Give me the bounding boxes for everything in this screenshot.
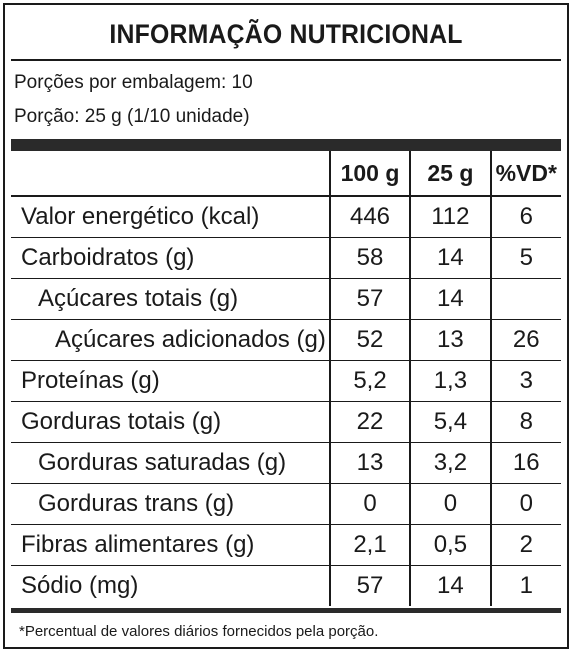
value-daily-value: 16 (489, 442, 561, 484)
footnote: *Percentual de valores diários fornecido… (19, 623, 379, 640)
header-daily-value: %VD* (489, 151, 561, 196)
table-row: Açúcares totais (g) 57 14 (11, 278, 561, 320)
value-per-100g: 57 (328, 278, 411, 320)
table-row: Gorduras saturadas (g) 13 3,2 16 (11, 442, 561, 484)
table-row: Proteínas (g) 5,2 1,3 3 (11, 360, 561, 402)
value-per-serving: 13 (409, 319, 491, 361)
value-daily-value (489, 278, 561, 320)
value-per-100g: 0 (328, 483, 411, 525)
servings-per-package: Porções por embalagem: 10 (14, 72, 253, 93)
value-per-serving: 3,2 (409, 442, 491, 484)
value-daily-value: 1 (489, 565, 561, 606)
value-per-100g: 5,2 (328, 360, 411, 402)
nutrient-name: Fibras alimentares (g) (21, 531, 255, 558)
header-nutrient (11, 151, 330, 196)
table-row: Gorduras totais (g) 22 5,4 8 (11, 401, 561, 443)
header-per-100g: 100 g (328, 151, 411, 196)
nutrient-name: Sódio (mg) (21, 572, 139, 599)
nutrient-name: Açúcares totais (g) (38, 285, 239, 312)
nutrient-name: Valor energético (kcal) (21, 203, 260, 230)
nutrient-name: Proteínas (g) (21, 367, 160, 394)
bottom-divider (11, 608, 561, 613)
value-per-serving: 14 (409, 278, 491, 320)
table-row: Sódio (mg) 57 14 1 (11, 565, 561, 606)
value-per-100g: 2,1 (328, 524, 411, 566)
thick-divider (11, 139, 561, 151)
value-per-100g: 57 (328, 565, 411, 606)
nutrition-table: 100 g 25 g %VD* Valor energético (kcal) … (11, 151, 561, 606)
value-daily-value: 6 (489, 196, 561, 238)
value-per-100g: 446 (328, 196, 411, 238)
serving-size: Porção: 25 g (1/10 unidade) (14, 106, 250, 127)
nutrition-facts-label: INFORMAÇÃO NUTRICIONAL Porções por embal… (3, 3, 569, 649)
value-per-serving: 0 (409, 483, 491, 525)
value-per-serving: 1,3 (409, 360, 491, 402)
header-per-serving: 25 g (409, 151, 491, 196)
value-per-100g: 52 (328, 319, 411, 361)
table-row: Gorduras trans (g) 0 0 0 (11, 483, 561, 525)
value-per-serving: 14 (409, 565, 491, 606)
value-per-serving: 5,4 (409, 401, 491, 443)
nutrient-name: Gorduras saturadas (g) (38, 449, 287, 476)
table-row: Valor energético (kcal) 446 112 6 (11, 196, 561, 238)
nutrient-name: Gorduras trans (g) (38, 490, 235, 517)
value-per-100g: 58 (328, 237, 411, 279)
nutrient-name: Açúcares adicionados (g) (55, 326, 326, 353)
table-header-row: 100 g 25 g %VD* (11, 151, 561, 196)
table-row: Carboidratos (g) 58 14 5 (11, 237, 561, 279)
table-row: Fibras alimentares (g) 2,1 0,5 2 (11, 524, 561, 566)
nutrient-name: Gorduras totais (g) (21, 408, 222, 435)
value-per-serving: 112 (409, 196, 491, 238)
value-daily-value: 5 (489, 237, 561, 279)
value-per-100g: 13 (328, 442, 411, 484)
value-daily-value: 3 (489, 360, 561, 402)
value-daily-value: 8 (489, 401, 561, 443)
value-per-serving: 0,5 (409, 524, 491, 566)
nutrient-name: Carboidratos (g) (21, 244, 195, 271)
label-title: INFORMAÇÃO NUTRICIONAL (109, 19, 463, 49)
value-daily-value: 0 (489, 483, 561, 525)
value-daily-value: 2 (489, 524, 561, 566)
value-per-serving: 14 (409, 237, 491, 279)
title-divider (11, 59, 561, 61)
table-row: Açúcares adicionados (g) 52 13 26 (11, 319, 561, 361)
value-per-100g: 22 (328, 401, 411, 443)
value-daily-value: 26 (489, 319, 561, 361)
